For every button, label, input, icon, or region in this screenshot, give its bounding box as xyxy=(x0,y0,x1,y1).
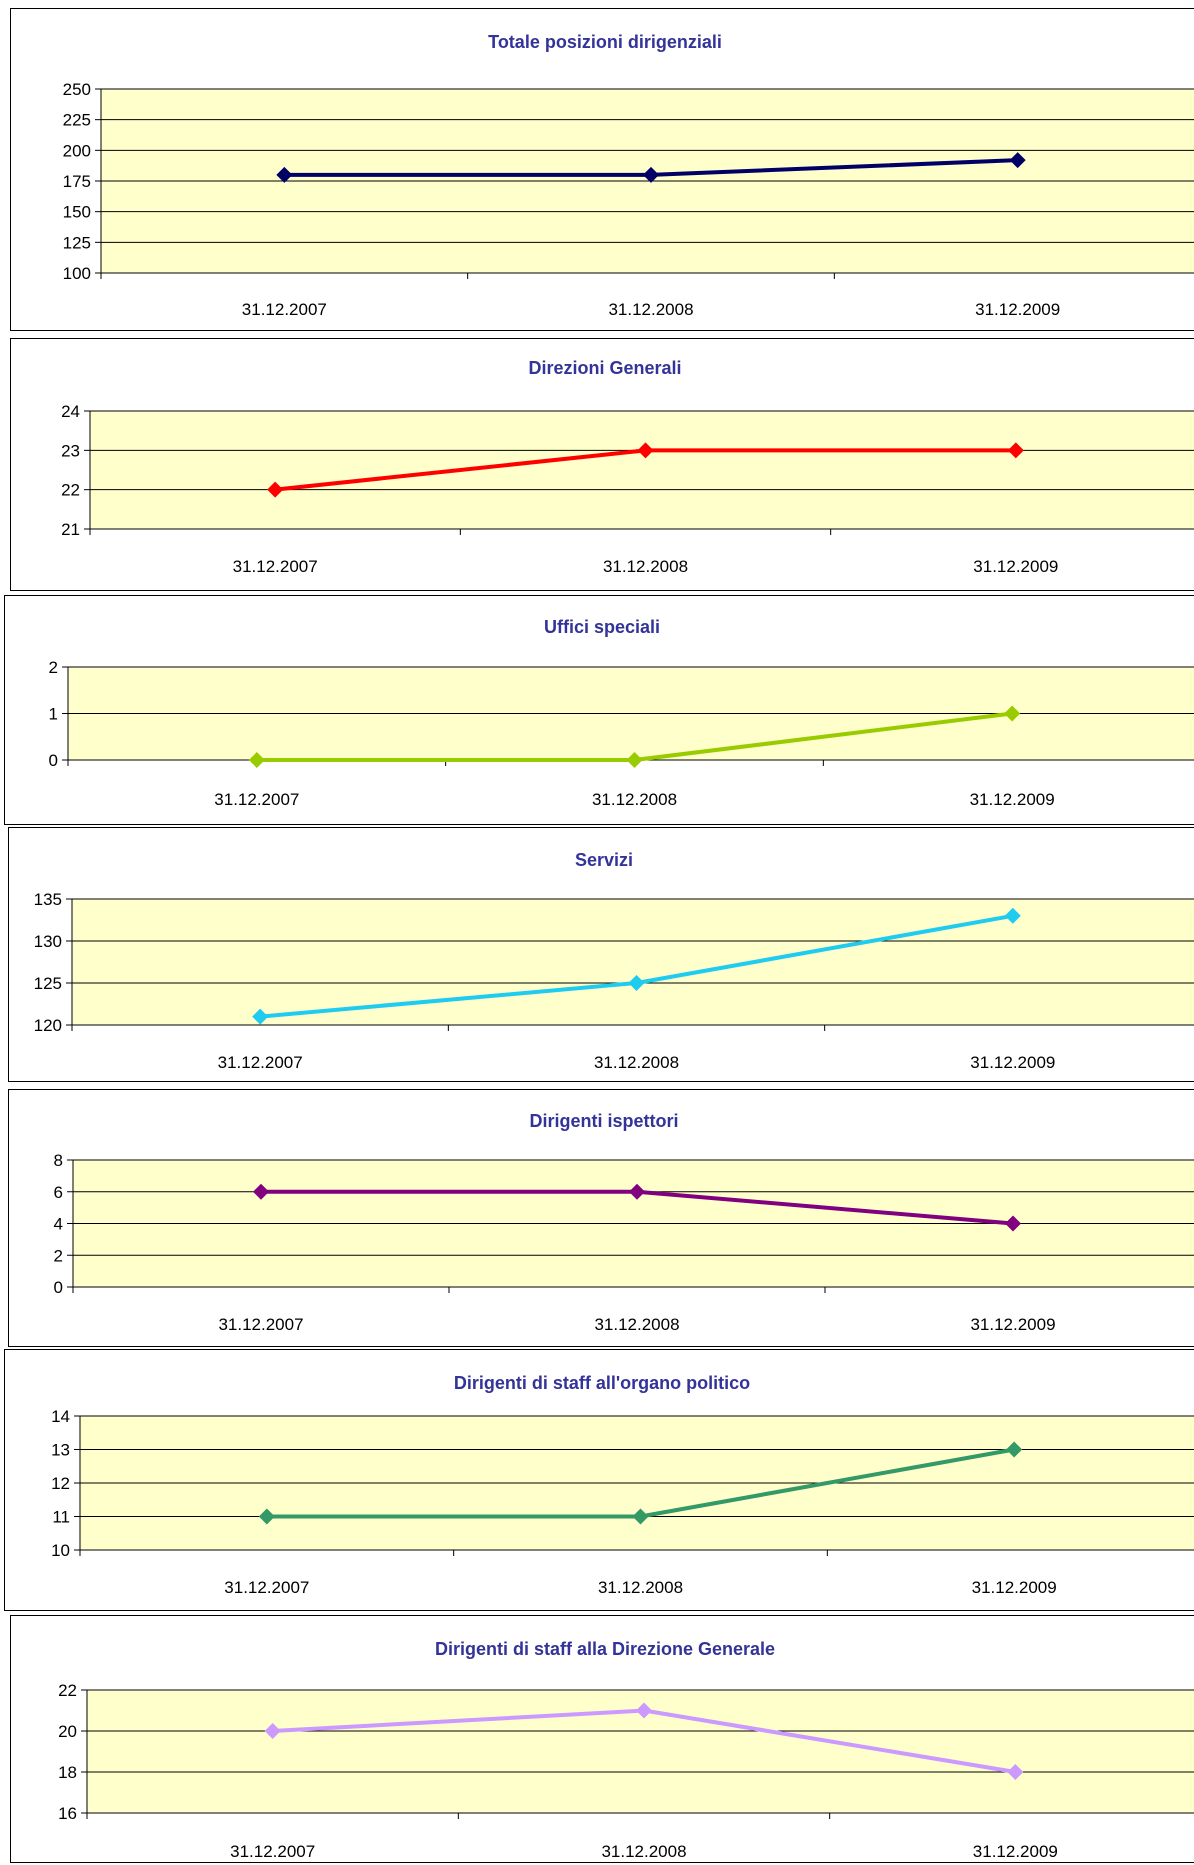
y-tick-label: 22 xyxy=(58,1681,77,1700)
data-point xyxy=(258,1508,275,1525)
chart-plot: 10 11 12 13 14 31.12.2007 31.12.2008 31.12.2009 xyxy=(51,1407,1194,1597)
data-point xyxy=(626,752,643,768)
x-tick-label: 31.12.2009 xyxy=(975,300,1060,319)
data-point xyxy=(1009,152,1026,169)
y-tick-label: 11 xyxy=(52,1508,70,1527)
x-tick-label: 31.12.2009 xyxy=(970,1053,1055,1072)
chart-panel-dirigenti-ispettori: Dirigenti ispettori 0 2 4 6 8 31.12.2007 31.12… xyxy=(8,1089,1194,1347)
data-point xyxy=(1007,1764,1024,1780)
x-tick-label: 31.12.2007 xyxy=(218,1315,303,1334)
chart-plot: 0 2 4 6 8 31.12.2007 31.12.2008 31.12.2009 xyxy=(54,1151,1194,1334)
x-tick-label: 31.12.2008 xyxy=(601,1842,686,1861)
chart-title: Dirigenti ispettori xyxy=(529,1111,679,1131)
chart-panel-servizi: Servizi 120 125 130 135 31.12.2007 31.12.2008… xyxy=(8,827,1194,1082)
x-tick-label: 31.12.2007 xyxy=(224,1578,309,1597)
chart-plot: 0 1 2 31.12.2007 31.12.2008 31.12.2009 xyxy=(49,658,1194,809)
data-point xyxy=(264,1723,281,1739)
y-tick-label: 120 xyxy=(34,1016,62,1035)
x-tick-label: 31.12.2007 xyxy=(214,790,299,809)
plot-area xyxy=(71,898,1194,1026)
chart-plot: 21 22 23 24 31.12.2007 31.12.2008 31.12.2009 xyxy=(61,402,1194,576)
y-tick-label: 225 xyxy=(63,111,91,130)
y-tick-label: 16 xyxy=(58,1804,77,1823)
x-tick-label: 31.12.2007 xyxy=(233,557,318,576)
data-point xyxy=(643,166,659,183)
x-tick-label: 31.12.2009 xyxy=(973,557,1058,576)
y-tick-label: 12 xyxy=(51,1474,70,1493)
chart-title: Dirigenti di staff alla Direzione Genera… xyxy=(434,1639,776,1659)
data-point xyxy=(1005,1215,1021,1232)
y-tick-label: 2 xyxy=(54,1246,63,1265)
y-tick-label: 135 xyxy=(34,890,62,909)
data-point xyxy=(1007,442,1024,459)
y-tick-label: 20 xyxy=(58,1722,77,1741)
data-point xyxy=(629,1183,645,1200)
plot-area xyxy=(89,410,1194,530)
y-tick-label: 130 xyxy=(34,932,62,951)
data-point xyxy=(1004,705,1021,722)
chart-panel-totale: Totale posizioni dirigenziali 100 125 150 1… xyxy=(10,8,1194,331)
y-tick-label: 250 xyxy=(63,80,91,99)
chart-title: Servizi xyxy=(574,850,634,870)
x-tick-label: 31.12.2008 xyxy=(598,1578,683,1597)
x-tick-label: 31.12.2007 xyxy=(230,1842,315,1861)
y-tick-label: 10 xyxy=(51,1541,70,1560)
chart-title: Dirigenti di staff all'organo politico xyxy=(453,1373,751,1393)
y-tick-label: 0 xyxy=(54,1278,63,1297)
x-tick-label: 31.12.2009 xyxy=(973,1842,1058,1861)
y-tick-label: 4 xyxy=(54,1215,63,1234)
y-tick-label: 8 xyxy=(54,1151,63,1170)
data-point xyxy=(267,481,284,498)
x-tick-label: 31.12.2007 xyxy=(242,300,327,319)
y-tick-label: 24 xyxy=(61,402,80,421)
x-tick-label: 31.12.2008 xyxy=(603,557,688,576)
chart-panel-uffici-speciali: Uffici speciali 0 1 2 31.12.2007 31.12.2008 3… xyxy=(4,595,1194,825)
y-tick-label: 14 xyxy=(51,1407,70,1426)
x-tick-label: 31.12.2008 xyxy=(594,1053,679,1072)
chart-panel-staff-direzione-generale: Dirigenti di staff alla Direzione Genera… xyxy=(10,1615,1194,1863)
data-point xyxy=(1006,1441,1023,1458)
y-tick-label: 23 xyxy=(61,441,80,460)
data-point xyxy=(628,975,645,991)
x-tick-label: 31.12.2007 xyxy=(218,1053,303,1072)
y-tick-label: 13 xyxy=(51,1441,70,1460)
y-tick-label: 2 xyxy=(49,658,58,677)
y-tick-label: 21 xyxy=(61,520,80,539)
x-tick-label: 31.12.2008 xyxy=(608,300,693,319)
data-point xyxy=(253,1183,269,1200)
y-tick-label: 1 xyxy=(49,705,58,724)
data-point xyxy=(276,166,293,183)
data-point xyxy=(632,1508,649,1525)
x-tick-label: 31.12.2008 xyxy=(592,790,677,809)
x-tick-label: 31.12.2009 xyxy=(970,1315,1055,1334)
y-tick-label: 6 xyxy=(54,1183,63,1202)
chart-title: Uffici speciali xyxy=(543,617,661,637)
chart-plot: 16 18 20 22 31.12.2007 31.12.2008 31.12.2009 xyxy=(58,1681,1194,1861)
y-tick-label: 175 xyxy=(63,172,91,191)
y-tick-label: 150 xyxy=(63,203,91,222)
data-point xyxy=(636,1702,652,1719)
y-tick-label: 18 xyxy=(58,1763,77,1782)
y-tick-label: 125 xyxy=(63,233,91,252)
x-tick-label: 31.12.2008 xyxy=(594,1315,679,1334)
x-tick-label: 31.12.2009 xyxy=(970,790,1055,809)
chart-plot: 120 125 130 135 31.12.2007 31.12.2008 31.12.20… xyxy=(34,890,1194,1072)
data-point xyxy=(1004,907,1021,924)
chart-plot: 100 125 150 175 200 225 250 31.12.2007 31.12.200… xyxy=(63,80,1194,319)
chart-panel-direzioni-generali: Direzioni Generali 21 22 23 24 31.12.2007 31.… xyxy=(10,338,1194,591)
chart-title: Direzioni Generali xyxy=(528,358,682,378)
y-tick-label: 0 xyxy=(49,751,58,770)
chart-panel-staff-organo-politico: Dirigenti di staff all'organo politico 1… xyxy=(4,1349,1194,1611)
data-point xyxy=(637,442,654,459)
data-point xyxy=(248,752,265,768)
y-tick-label: 200 xyxy=(63,141,91,160)
y-tick-label: 22 xyxy=(61,481,80,500)
data-point xyxy=(252,1008,269,1025)
chart-title: Totale posizioni dirigenziali xyxy=(488,32,722,52)
y-tick-label: 125 xyxy=(34,974,62,993)
x-tick-label: 31.12.2009 xyxy=(972,1578,1057,1597)
y-tick-label: 100 xyxy=(63,264,91,283)
